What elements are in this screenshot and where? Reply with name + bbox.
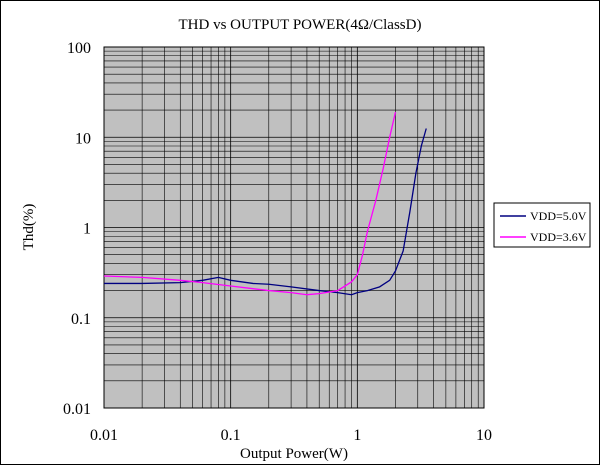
y-axis-label: Thd(%)	[21, 204, 37, 251]
legend-entry-label: VDD=3.6V	[530, 230, 587, 244]
legend: VDD=5.0V VDD=3.6V	[493, 202, 591, 248]
legend-box	[493, 202, 591, 248]
legend-entry-label: VDD=5.0V	[530, 209, 587, 223]
y-tick-label: 100	[67, 40, 91, 57]
y-tick-label: 1	[83, 221, 91, 238]
series-line-1	[104, 128, 427, 296]
x-tick-label: 0.1	[221, 427, 241, 444]
x-axis-label: Output Power(W)	[240, 446, 348, 462]
x-tick-label: 0.01	[90, 427, 118, 444]
x-tick-labels: 0.01 0.1 1 10	[90, 427, 492, 444]
y-tick-label: 0.01	[63, 401, 91, 418]
y-tick-label: 0.1	[71, 311, 91, 328]
x-tick-label: 1	[353, 427, 361, 444]
series-line-2	[103, 111, 397, 296]
y-tick-label: 10	[75, 130, 91, 147]
x-tick-label: 10	[476, 427, 492, 444]
grid-lines	[103, 47, 484, 409]
y-tick-labels: 0.01 0.1 1 10 100	[63, 40, 91, 418]
series-lines	[103, 111, 427, 296]
chart-title: THD vs OUTPUT POWER(4Ω/ClassD)	[179, 17, 422, 33]
